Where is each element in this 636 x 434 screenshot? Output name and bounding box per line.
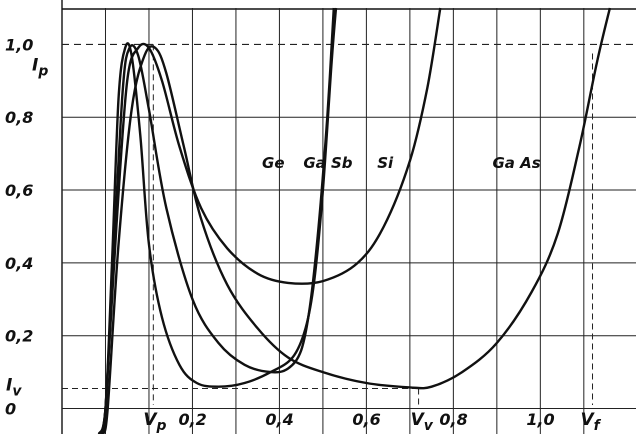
- annotation-vv: Vv: [411, 410, 434, 434]
- annotation-iv: Iv: [6, 375, 22, 399]
- iv-curves: [97, 7, 612, 434]
- x-tick-label: 1,0: [526, 410, 554, 429]
- x-tick-label: 0,2: [178, 410, 206, 429]
- y-tick-label: 0,4: [5, 254, 33, 273]
- y-tick-label: 1,0: [5, 35, 33, 54]
- y-tick-labels: 0 0,2 0,4 0,6 0,8 1,0: [5, 35, 33, 418]
- x-tick-label: 0,6: [352, 410, 380, 429]
- x-tick-labels: 0,2 0,4 0,6 0,8 1,0: [178, 410, 554, 429]
- series-labels: Ge Ga Sb Si Ga As: [262, 154, 541, 172]
- annotation-ip: Ip: [32, 55, 48, 79]
- annotations: Ip Iv Vp Vv Vf: [6, 55, 602, 434]
- curve-gaas: [102, 7, 612, 434]
- y-tick-label: 0,8: [5, 108, 33, 127]
- annotation-vp: Vp: [143, 410, 166, 434]
- x-tick-label: 0,4: [265, 410, 293, 429]
- series-label: Ga As: [493, 154, 541, 172]
- curve-si: [99, 7, 442, 434]
- curve-gasb: [97, 7, 338, 434]
- y-tick-label: 0: [5, 400, 16, 419]
- series-label: Ge: [262, 154, 285, 172]
- series-label: Si: [377, 154, 394, 172]
- y-tick-label: 0,6: [5, 181, 33, 200]
- y-tick-label: 0,2: [5, 327, 33, 346]
- series-label: Ga Sb: [303, 154, 352, 172]
- annotation-vf: Vf: [581, 410, 602, 434]
- reference-dashes: [62, 44, 594, 405]
- grid: [61, 0, 636, 434]
- x-tick-label: 0,8: [439, 410, 467, 429]
